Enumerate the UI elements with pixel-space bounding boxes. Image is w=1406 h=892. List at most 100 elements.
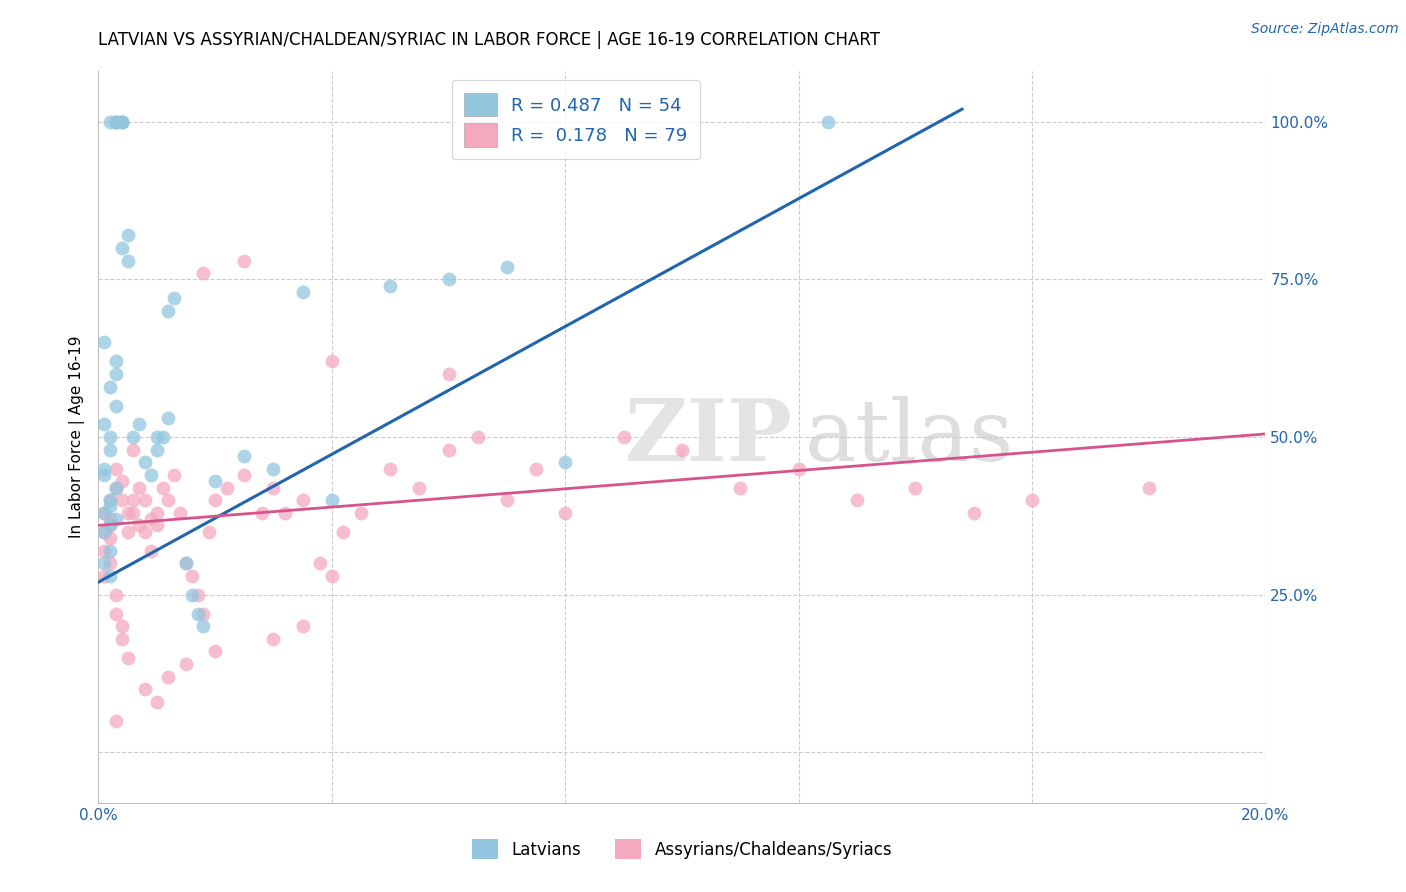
Point xyxy=(1137,481,1160,495)
Point xyxy=(169,506,191,520)
Point xyxy=(163,291,186,305)
Point xyxy=(846,493,869,508)
Point xyxy=(98,569,121,583)
Point xyxy=(215,481,238,495)
Point xyxy=(104,461,127,475)
Point xyxy=(93,524,115,539)
Point xyxy=(157,493,180,508)
Point xyxy=(321,354,343,368)
Point xyxy=(98,115,121,129)
Point xyxy=(98,493,121,508)
Point xyxy=(321,569,343,583)
Y-axis label: In Labor Force | Age 16-19: In Labor Force | Age 16-19 xyxy=(69,335,84,539)
Point xyxy=(139,543,162,558)
Text: LATVIAN VS ASSYRIAN/CHALDEAN/SYRIAC IN LABOR FORCE | AGE 16-19 CORRELATION CHART: LATVIAN VS ASSYRIAN/CHALDEAN/SYRIAC IN L… xyxy=(98,31,880,49)
Point xyxy=(204,644,226,658)
Point xyxy=(787,461,810,475)
Point xyxy=(163,467,186,482)
Point xyxy=(128,518,150,533)
Point xyxy=(174,556,197,570)
Point xyxy=(350,506,373,520)
Point xyxy=(157,304,180,318)
Point xyxy=(262,481,284,495)
Point xyxy=(157,411,180,425)
Point xyxy=(117,650,139,665)
Point xyxy=(128,481,150,495)
Point xyxy=(98,379,121,393)
Point xyxy=(554,506,576,520)
Point xyxy=(146,430,169,444)
Point xyxy=(262,461,284,475)
Point xyxy=(93,524,115,539)
Point xyxy=(111,115,134,129)
Point xyxy=(152,481,174,495)
Point xyxy=(146,442,169,457)
Point xyxy=(111,632,134,646)
Point xyxy=(104,115,127,129)
Point xyxy=(174,657,197,671)
Point xyxy=(250,506,273,520)
Point xyxy=(93,569,115,583)
Point xyxy=(104,481,127,495)
Point xyxy=(146,506,169,520)
Point xyxy=(291,285,314,299)
Point xyxy=(93,417,115,432)
Point xyxy=(204,493,226,508)
Point xyxy=(291,619,314,633)
Point xyxy=(193,266,215,280)
Point xyxy=(467,430,489,444)
Point xyxy=(98,493,121,508)
Point xyxy=(380,461,402,475)
Point xyxy=(730,481,752,495)
Point xyxy=(193,607,215,621)
Point xyxy=(180,588,202,602)
Point xyxy=(187,607,209,621)
Point xyxy=(93,556,115,570)
Point xyxy=(671,442,693,457)
Point xyxy=(104,115,127,129)
Point xyxy=(152,430,174,444)
Text: Source: ZipAtlas.com: Source: ZipAtlas.com xyxy=(1251,22,1399,37)
Point xyxy=(111,493,134,508)
Point xyxy=(128,417,150,432)
Point xyxy=(98,556,121,570)
Point xyxy=(111,115,134,129)
Point xyxy=(122,442,145,457)
Text: atlas: atlas xyxy=(804,395,1014,479)
Point xyxy=(1021,493,1043,508)
Point xyxy=(104,512,127,526)
Text: ZIP: ZIP xyxy=(626,395,793,479)
Point xyxy=(104,399,127,413)
Point xyxy=(233,467,256,482)
Point xyxy=(104,354,127,368)
Point xyxy=(98,512,121,526)
Point xyxy=(139,467,162,482)
Point xyxy=(187,588,209,602)
Point xyxy=(332,524,354,539)
Point xyxy=(111,241,134,255)
Point xyxy=(122,430,145,444)
Point xyxy=(98,543,121,558)
Point xyxy=(233,253,256,268)
Point xyxy=(408,481,430,495)
Point xyxy=(134,493,156,508)
Point xyxy=(134,682,156,697)
Point xyxy=(98,518,121,533)
Point xyxy=(98,531,121,545)
Point xyxy=(554,455,576,469)
Point xyxy=(321,493,343,508)
Point xyxy=(233,449,256,463)
Point xyxy=(157,670,180,684)
Point xyxy=(93,543,115,558)
Point xyxy=(98,500,121,514)
Point xyxy=(104,714,127,728)
Point xyxy=(180,569,202,583)
Point xyxy=(437,272,460,286)
Point xyxy=(111,619,134,633)
Point xyxy=(262,632,284,646)
Point xyxy=(93,335,115,350)
Point xyxy=(496,260,519,274)
Point xyxy=(134,524,156,539)
Point xyxy=(117,506,139,520)
Point xyxy=(174,556,197,570)
